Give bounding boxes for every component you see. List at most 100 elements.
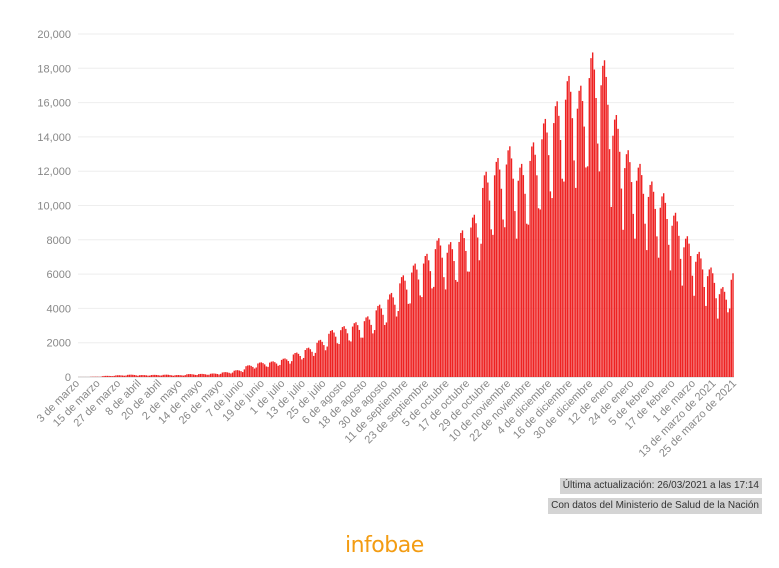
bar [436, 240, 438, 377]
bar [277, 365, 279, 377]
bar [355, 322, 357, 377]
last-update-note: Última actualización: 26/03/2021 a las 1… [559, 478, 762, 494]
bar [696, 254, 699, 377]
bar [531, 146, 533, 377]
bar [184, 375, 186, 377]
bar [720, 288, 722, 377]
bar [656, 236, 658, 377]
bar [710, 267, 712, 377]
bar [220, 373, 222, 377]
bar [196, 374, 198, 377]
data-source-note: Con datos del Ministerio de Salud de la … [548, 498, 762, 514]
bar [412, 265, 415, 377]
bar [446, 252, 448, 377]
bar [668, 244, 670, 377]
bar [519, 167, 521, 377]
bar [169, 374, 171, 377]
bar [624, 168, 626, 377]
bar [431, 288, 433, 377]
bar [730, 279, 733, 377]
bar [390, 292, 393, 377]
bar [343, 326, 345, 377]
bar [728, 308, 731, 377]
bar [597, 143, 599, 377]
bar [566, 81, 569, 377]
bar [356, 325, 359, 377]
bar [167, 374, 169, 377]
bar [422, 263, 425, 377]
bar [593, 69, 596, 377]
bar [657, 257, 660, 377]
bar [213, 373, 215, 377]
bar [482, 187, 484, 377]
bar [466, 271, 469, 377]
bar [340, 330, 342, 377]
bar [187, 374, 190, 377]
bar [208, 374, 210, 377]
bar [407, 303, 410, 377]
bar [695, 261, 697, 377]
bar [732, 273, 734, 377]
bar [529, 160, 531, 377]
bar [132, 374, 134, 377]
bar [492, 234, 494, 377]
bar [679, 258, 682, 377]
bar [411, 272, 413, 377]
bar [120, 375, 122, 377]
bar [240, 371, 242, 377]
bar [314, 352, 317, 377]
bar [553, 123, 555, 377]
bar [186, 374, 188, 377]
bar [221, 372, 224, 377]
bar [363, 321, 366, 377]
bar [488, 200, 491, 377]
bar [204, 374, 207, 377]
bar [727, 312, 729, 377]
bar [551, 198, 553, 377]
bar [559, 140, 562, 377]
bar [495, 161, 497, 377]
bar [493, 175, 496, 377]
bar [561, 178, 563, 377]
bar [365, 317, 367, 377]
bar [226, 372, 229, 377]
bar [433, 286, 435, 377]
bar [723, 291, 726, 377]
bar [598, 171, 601, 377]
bar [380, 308, 383, 377]
bar [115, 375, 117, 377]
bar [262, 363, 264, 377]
bar [154, 374, 156, 377]
bar [424, 255, 426, 377]
bar [712, 273, 714, 377]
bar [613, 119, 616, 378]
bar [189, 374, 191, 377]
bar [460, 232, 462, 377]
bar [605, 76, 607, 377]
bar [429, 271, 432, 377]
bar [641, 175, 643, 377]
bar [632, 213, 634, 377]
bar [434, 249, 437, 377]
bar [684, 238, 687, 377]
bar [199, 373, 202, 377]
bar [542, 123, 545, 377]
bar [647, 196, 650, 377]
bar [382, 314, 384, 377]
bar [400, 277, 403, 377]
bar [588, 78, 590, 377]
gridlines [78, 33, 734, 378]
bar [537, 208, 540, 377]
bar [490, 229, 492, 377]
bar [147, 375, 149, 377]
bar [617, 128, 619, 377]
bar-series [78, 52, 734, 378]
bar [362, 337, 364, 377]
bar [230, 373, 232, 377]
bar [377, 305, 379, 377]
bar [316, 342, 318, 377]
bar [725, 299, 727, 377]
bar [372, 333, 374, 377]
bar [421, 297, 423, 377]
bar [674, 212, 677, 377]
